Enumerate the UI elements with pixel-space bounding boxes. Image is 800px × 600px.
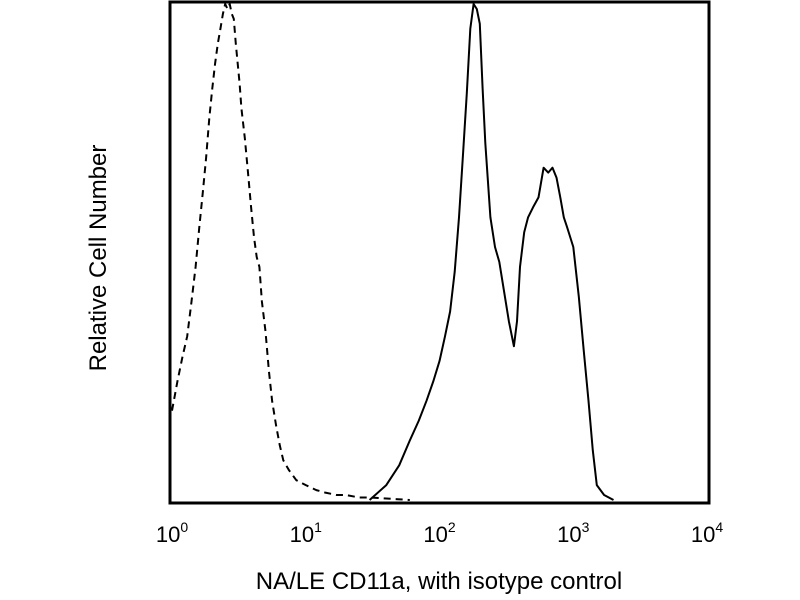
series-line-cd11a — [368, 3, 614, 501]
x-tick-exponent: 2 — [448, 519, 456, 535]
x-tick-exponent: 4 — [715, 519, 723, 535]
y-axis-title: Relative Cell Number — [85, 145, 112, 372]
x-tick-base: 10 — [691, 522, 715, 547]
x-tick-label: 104 — [691, 519, 723, 547]
x-axis-title: NA/LE CD11a, with isotype control — [256, 568, 622, 595]
x-tick-layer: 100 101 102 103 104 — [156, 519, 723, 547]
x-tick-base: 10 — [557, 522, 581, 547]
x-tick-exponent: 3 — [582, 519, 590, 535]
x-tick-exponent: 0 — [180, 519, 188, 535]
x-tick-label: 101 — [290, 519, 322, 547]
x-tick-base: 10 — [290, 522, 314, 547]
plot-frame — [168, 0, 711, 505]
series-layer — [171, 3, 614, 501]
x-tick-label: 100 — [156, 519, 188, 547]
x-tick-exponent: 1 — [314, 519, 322, 535]
x-tick-base: 10 — [156, 522, 180, 547]
x-tick-label: 102 — [423, 519, 455, 547]
x-tick-label: 103 — [557, 519, 589, 547]
x-tick-base: 10 — [423, 522, 447, 547]
series-line-isotype-control — [171, 3, 410, 501]
